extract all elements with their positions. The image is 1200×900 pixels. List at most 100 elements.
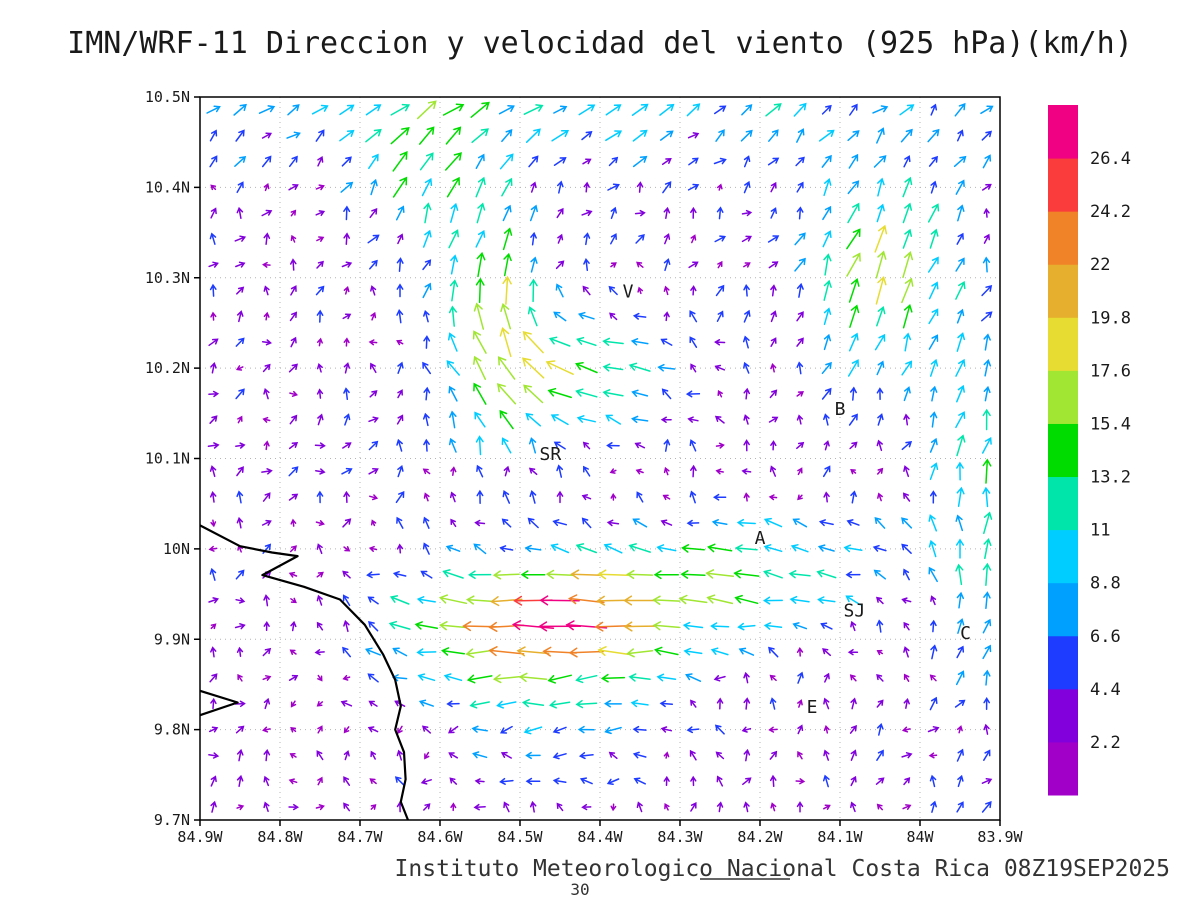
wind-vector: [473, 302, 485, 330]
wind-vector: [556, 490, 564, 504]
wind-vector: [823, 333, 832, 351]
wind-vector: [822, 774, 830, 788]
wind-vector: [820, 622, 833, 630]
wind-vector: [763, 569, 783, 579]
wind-vector: [982, 644, 992, 660]
wind-vector: [715, 468, 724, 475]
wind-vector: [556, 802, 564, 812]
wind-vector: [982, 256, 991, 273]
wind-vector: [930, 180, 938, 194]
x-tick-label: 84.7W: [337, 828, 383, 846]
chart-title: IMN/WRF-11 Direccion y velocidad del vie…: [67, 26, 1133, 61]
wind-vector: [263, 182, 270, 192]
wind-vector: [767, 235, 780, 243]
wind-vector: [527, 517, 539, 529]
wind-vector: [690, 775, 697, 787]
wind-vector: [501, 437, 512, 454]
wind-vector: [686, 726, 700, 734]
wind-vector: [823, 413, 830, 426]
wind-vector: [474, 519, 486, 527]
wind-vector: [370, 178, 378, 196]
colorbar-segment: [1048, 529, 1078, 584]
wind-vector: [768, 646, 779, 658]
wind-vector: [502, 227, 513, 251]
wind-vector: [448, 437, 457, 453]
wind-vector: [793, 102, 807, 117]
wind-vector: [876, 674, 884, 682]
wind-vector: [209, 491, 217, 503]
wind-vector: [288, 803, 300, 811]
wind-vector: [556, 464, 564, 478]
wind-vector: [874, 516, 886, 529]
wind-vector: [370, 311, 377, 321]
wind-vector: [928, 539, 937, 558]
wind-vector: [929, 674, 937, 682]
wind-vector: [716, 206, 724, 220]
wind-vector: [368, 339, 378, 346]
wind-vector: [685, 673, 702, 682]
wind-vector: [365, 104, 382, 116]
colorbar-segment: [1048, 158, 1078, 212]
wind-vector: [367, 234, 380, 244]
wind-vector: [583, 181, 590, 193]
wind-vector: [236, 516, 244, 529]
wind-vector: [903, 332, 912, 352]
wind-vector: [686, 519, 700, 527]
wind-vector: [763, 544, 783, 553]
coastline-layer: [200, 524, 410, 820]
wind-vector: [475, 176, 486, 198]
wind-vector: [421, 725, 432, 734]
wind-vector: [797, 699, 803, 708]
wind-vector: [367, 726, 379, 733]
wind-vector: [767, 157, 780, 166]
wind-vector: [850, 801, 857, 813]
wind-vector: [207, 442, 220, 449]
wind-vector: [610, 262, 617, 268]
wind-vector: [605, 104, 622, 116]
wind-vector: [530, 231, 537, 246]
wind-vector: [339, 129, 355, 142]
wind-vector: [210, 362, 217, 374]
wind-vector: [873, 569, 887, 580]
wind-vector: [654, 646, 679, 656]
wind-vector: [233, 103, 247, 116]
wind-vector: [343, 337, 350, 347]
wind-vector: [583, 257, 590, 272]
wind-vector: [342, 594, 351, 607]
wind-vector: [290, 209, 297, 217]
wind-vector: [289, 545, 298, 553]
wind-vector: [710, 647, 729, 656]
wind-vector: [501, 177, 513, 197]
wind-vector: [575, 674, 598, 684]
wind-vector: [663, 206, 671, 219]
wind-vector: [549, 700, 571, 709]
colorbar-label: 2.2: [1090, 733, 1121, 753]
wind-vector: [529, 278, 538, 303]
wind-vector: [343, 232, 351, 245]
wind-vector: [608, 156, 619, 167]
wind-vector: [685, 390, 701, 398]
wind-vector: [981, 801, 992, 813]
wind-vector: [982, 154, 992, 169]
wind-vector: [416, 100, 437, 120]
wind-vector: [423, 335, 431, 349]
wind-vector: [610, 206, 617, 220]
wind-vector: [496, 700, 517, 709]
wind-vector: [930, 800, 937, 813]
x-tick-label: 84.9W: [177, 828, 223, 846]
wind-vector: [476, 202, 486, 224]
wind-vector: [741, 104, 753, 116]
wind-vector: [343, 490, 350, 504]
wind-vector: [209, 232, 217, 245]
wind-vector: [682, 621, 704, 630]
wind-vector: [823, 253, 832, 276]
wind-vector: [603, 543, 623, 554]
wind-vector: [416, 596, 436, 604]
wind-vector: [421, 177, 433, 197]
wind-vector: [343, 750, 350, 761]
wind-vector: [874, 224, 888, 253]
wind-vector: [342, 674, 351, 681]
wind-vector: [955, 563, 964, 586]
wind-vector: [652, 595, 681, 605]
wind-vector: [928, 334, 939, 350]
